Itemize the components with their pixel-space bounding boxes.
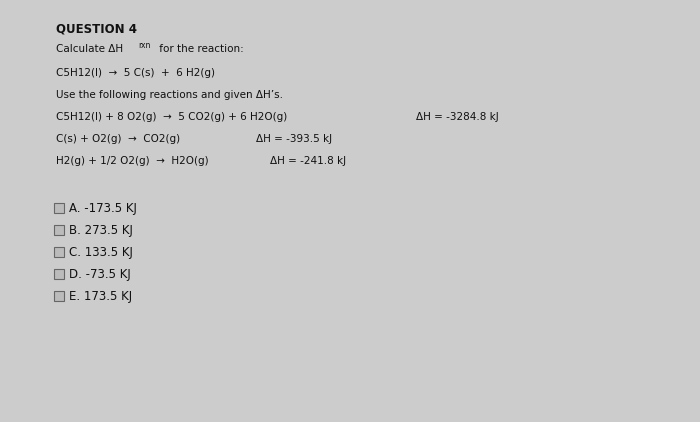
Text: C(s) + O2(g)  →  CO2(g): C(s) + O2(g) → CO2(g) <box>56 134 180 144</box>
Text: for the reaction:: for the reaction: <box>156 44 244 54</box>
Text: H2(g) + 1/2 O2(g)  →  H2O(g): H2(g) + 1/2 O2(g) → H2O(g) <box>56 156 209 166</box>
Text: C. 133.5 KJ: C. 133.5 KJ <box>69 246 133 259</box>
Bar <box>54 203 64 213</box>
Text: A. -173.5 KJ: A. -173.5 KJ <box>69 202 137 215</box>
Text: D. -73.5 KJ: D. -73.5 KJ <box>69 268 131 281</box>
Bar <box>54 247 64 257</box>
Text: rxn: rxn <box>138 41 150 50</box>
Text: QUESTION 4: QUESTION 4 <box>56 22 137 35</box>
Text: B. 273.5 KJ: B. 273.5 KJ <box>69 224 133 237</box>
Text: Use the following reactions and given ΔH’s.: Use the following reactions and given ΔH… <box>56 90 283 100</box>
Bar <box>54 291 64 301</box>
Bar <box>54 225 64 235</box>
Text: ΔH = -3284.8 kJ: ΔH = -3284.8 kJ <box>416 112 499 122</box>
Bar <box>54 269 64 279</box>
Text: ΔH = -241.8 kJ: ΔH = -241.8 kJ <box>270 156 346 166</box>
Text: ΔH = -393.5 kJ: ΔH = -393.5 kJ <box>256 134 332 144</box>
Text: Calculate ΔH: Calculate ΔH <box>56 44 123 54</box>
Text: C5H12(l) + 8 O2(g)  →  5 CO2(g) + 6 H2O(g): C5H12(l) + 8 O2(g) → 5 CO2(g) + 6 H2O(g) <box>56 112 287 122</box>
Text: C5H12(l)  →  5 C(s)  +  6 H2(g): C5H12(l) → 5 C(s) + 6 H2(g) <box>56 68 215 78</box>
Text: E. 173.5 KJ: E. 173.5 KJ <box>69 290 132 303</box>
